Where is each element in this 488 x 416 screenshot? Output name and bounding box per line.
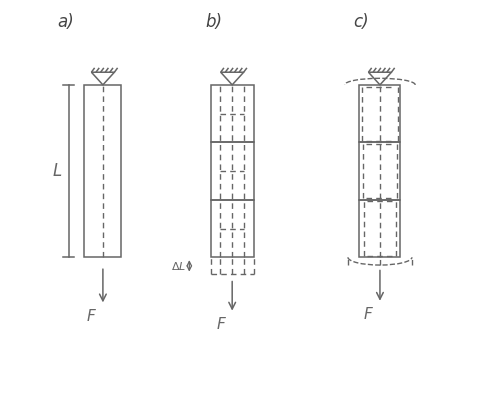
Bar — [359, 142, 400, 200]
Text: a): a) — [58, 13, 74, 31]
Bar — [210, 200, 253, 257]
Text: $\Delta L$: $\Delta L$ — [170, 260, 185, 272]
Text: F: F — [364, 307, 372, 322]
Bar — [359, 85, 400, 142]
Text: F: F — [216, 317, 224, 332]
Text: b): b) — [205, 13, 222, 31]
Text: c): c) — [352, 13, 368, 31]
Bar — [210, 85, 253, 142]
Bar — [210, 142, 253, 200]
Bar — [84, 85, 121, 257]
Bar — [359, 200, 400, 257]
Text: F: F — [87, 309, 96, 324]
Text: $L$: $L$ — [52, 162, 62, 180]
